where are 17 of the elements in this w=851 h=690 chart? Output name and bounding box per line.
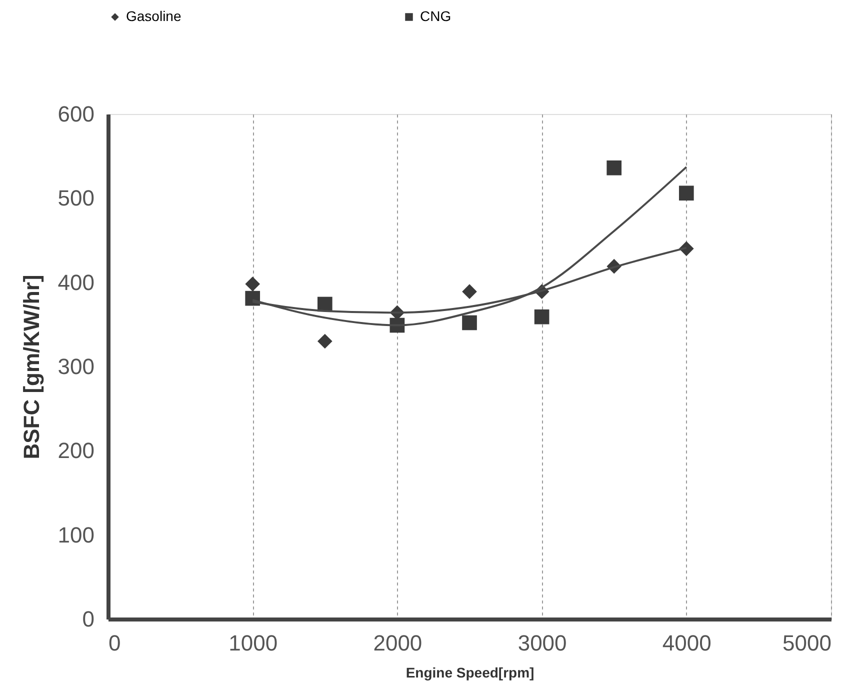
legend-label: Gasoline <box>126 8 182 24</box>
y-tick-label: 300 <box>58 354 94 379</box>
y-tick-label: 600 <box>58 102 94 126</box>
x-tick-label: 2000 <box>373 630 422 656</box>
legend-label: CNG <box>420 8 452 24</box>
x-tick-label: 1000 <box>228 630 278 656</box>
y-tick-label: 400 <box>58 270 94 295</box>
y-tick-label: 100 <box>58 522 94 548</box>
x-tick-label: 4000 <box>662 630 712 656</box>
x-tick-label: 3000 <box>518 630 567 656</box>
x-axis-title: Engine Speed[rpm] <box>406 664 534 680</box>
x-tick-label: 5000 <box>782 630 832 656</box>
y-axis-title: BSFC [gm/KW/hr] <box>18 274 44 460</box>
y-tick-label: 200 <box>58 438 94 464</box>
y-tick-label: 0 <box>82 606 94 632</box>
y-tick-label: 500 <box>58 186 94 211</box>
x-tick-label: 0 <box>108 630 121 656</box>
